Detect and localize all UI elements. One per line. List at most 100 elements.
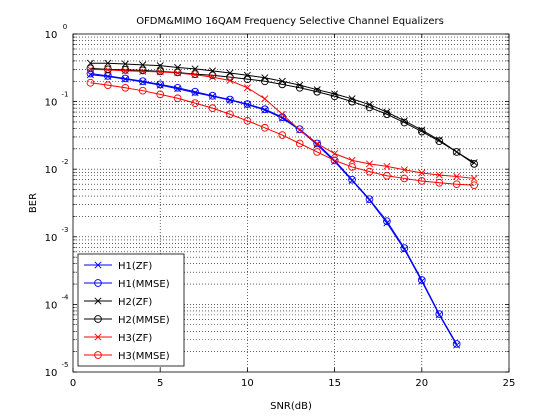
data-point-h3-zf — [313, 139, 321, 148]
legend-entry-h3-zf: H3(ZF) — [84, 333, 152, 344]
data-point-h3-zf-stroke — [365, 160, 373, 168]
data-point-h1-zf-stroke — [331, 157, 339, 166]
legend-label: H3(MMSE) — [118, 351, 170, 362]
data-point-h3-zf-stroke — [400, 166, 408, 174]
data-point-h3-zf-stroke — [383, 162, 391, 170]
data-point-h2-zf-stroke — [156, 62, 164, 70]
data-point-h1-mmse — [260, 105, 269, 114]
data-point-h2-zf — [470, 159, 478, 167]
y-axis-label: BER — [28, 193, 39, 213]
data-point-h2-zf — [226, 69, 234, 77]
series-h3-zf — [86, 65, 478, 182]
series-layer — [86, 59, 478, 349]
y-tick-label: 10 — [45, 233, 58, 244]
data-point-h3-zf — [278, 110, 286, 118]
legend-marker — [94, 333, 102, 341]
series-h3-mmse — [86, 78, 478, 190]
data-point-h2-mmse — [208, 71, 217, 80]
data-point-h2-mmse — [86, 64, 95, 73]
legend-marker — [94, 279, 102, 287]
data-point-h2-zf-stroke — [383, 108, 391, 116]
legend-label: H1(ZF) — [118, 261, 152, 272]
data-point-h2-mmse — [452, 148, 461, 156]
data-point-h1-mmse — [121, 74, 130, 83]
data-point-h3-zf-stroke — [174, 69, 182, 77]
data-point-h1-zf-stroke — [313, 141, 321, 149]
data-point-h1-mmse — [138, 77, 147, 86]
data-point-h3-zf — [418, 169, 426, 177]
data-point-h2-mmse — [278, 80, 287, 89]
data-point-h2-mmse — [243, 75, 252, 83]
x-tick-label: 25 — [503, 378, 516, 389]
data-point-h1-mmse — [156, 80, 165, 89]
data-point-h3-mmse — [348, 163, 356, 171]
legend-label: H2(ZF) — [118, 297, 152, 308]
data-point-h3-zf — [243, 84, 251, 92]
data-point-h2-zf — [121, 60, 129, 68]
legend-marker-stroke — [94, 297, 102, 305]
data-point-h1-mmse — [400, 244, 409, 252]
legend-marker — [94, 351, 102, 359]
data-point-h3-zf-stroke — [418, 169, 426, 177]
data-point-h3-mmse — [243, 116, 252, 125]
data-point-h3-mmse — [156, 90, 165, 99]
series-line-h2-mmse — [90, 67, 475, 165]
data-point-h2-mmse — [260, 77, 269, 86]
y-tick-label: 10 — [45, 368, 58, 379]
data-point-h3-mmse — [191, 99, 199, 107]
data-point-h1-mmse — [417, 276, 426, 284]
y-tick-exponent: -3 — [62, 226, 69, 234]
data-point-h2-mmse — [383, 110, 391, 119]
data-point-h2-mmse — [365, 103, 374, 112]
data-point-h3-zf-stroke — [453, 172, 461, 181]
data-point-h3-zf — [435, 171, 443, 179]
data-point-h3-zf — [86, 65, 94, 73]
legend-marker — [94, 261, 102, 269]
data-point-h3-mmse — [121, 83, 130, 92]
data-point-h1-mmse — [86, 69, 95, 78]
x-tick-label: 15 — [328, 378, 341, 389]
legend-entry-h2-zf: H2(ZF) — [84, 297, 152, 308]
data-point-h1-mmse — [295, 125, 304, 134]
data-point-h2-zf-stroke — [313, 86, 321, 94]
data-point-h2-mmse — [470, 159, 478, 168]
data-point-h3-zf — [174, 69, 182, 77]
data-point-h2-mmse — [348, 97, 356, 106]
data-point-h3-zf — [296, 126, 304, 134]
data-point-h3-zf-stroke — [348, 156, 356, 164]
y-tick-label: 10 — [45, 165, 58, 176]
data-point-h3-zf — [209, 73, 217, 81]
data-point-h1-zf-stroke — [86, 71, 94, 79]
data-point-h3-zf-stroke — [226, 77, 234, 85]
data-point-h2-zf — [104, 59, 112, 67]
y-tick-label: 10 — [45, 300, 58, 311]
y-tick-exponent: -2 — [62, 158, 69, 166]
data-point-h2-zf-stroke — [104, 59, 112, 67]
legend-label: H2(MMSE) — [118, 315, 170, 326]
data-point-h3-mmse — [295, 139, 304, 148]
data-point-h1-zf-stroke — [418, 277, 426, 285]
data-point-h3-mmse — [138, 86, 147, 95]
data-point-h1-mmse — [243, 100, 252, 108]
data-point-h2-mmse — [330, 92, 339, 101]
data-point-h1-mmse — [173, 83, 182, 92]
data-point-h3-mmse — [452, 180, 461, 189]
data-point-h3-zf-stroke — [104, 66, 112, 74]
y-tick-exponent: 0 — [63, 23, 67, 31]
data-point-h3-mmse — [208, 104, 217, 113]
data-point-h3-zf — [365, 160, 373, 168]
x-axis-label: SNR(dB) — [270, 401, 312, 412]
data-point-h3-zf — [453, 172, 461, 181]
legend-entry-h3-mmse: H3(MMSE) — [84, 351, 170, 362]
data-point-h3-zf-stroke — [435, 171, 443, 179]
data-point-h1-zf-stroke — [453, 341, 461, 349]
data-point-h3-mmse — [226, 110, 234, 119]
y-tick-label: 10 — [45, 30, 58, 41]
data-point-h3-zf-stroke — [121, 67, 129, 75]
legend-label: H3(ZF) — [118, 333, 152, 344]
series-h1-zf — [86, 71, 461, 349]
legend: H1(ZF) H1(MMSE) H2(ZF) H2(MMSE) H3(ZF) H3(MMS… — [77, 253, 185, 367]
data-point-h3-mmse — [470, 181, 478, 190]
data-point-h1-zf — [313, 141, 321, 149]
